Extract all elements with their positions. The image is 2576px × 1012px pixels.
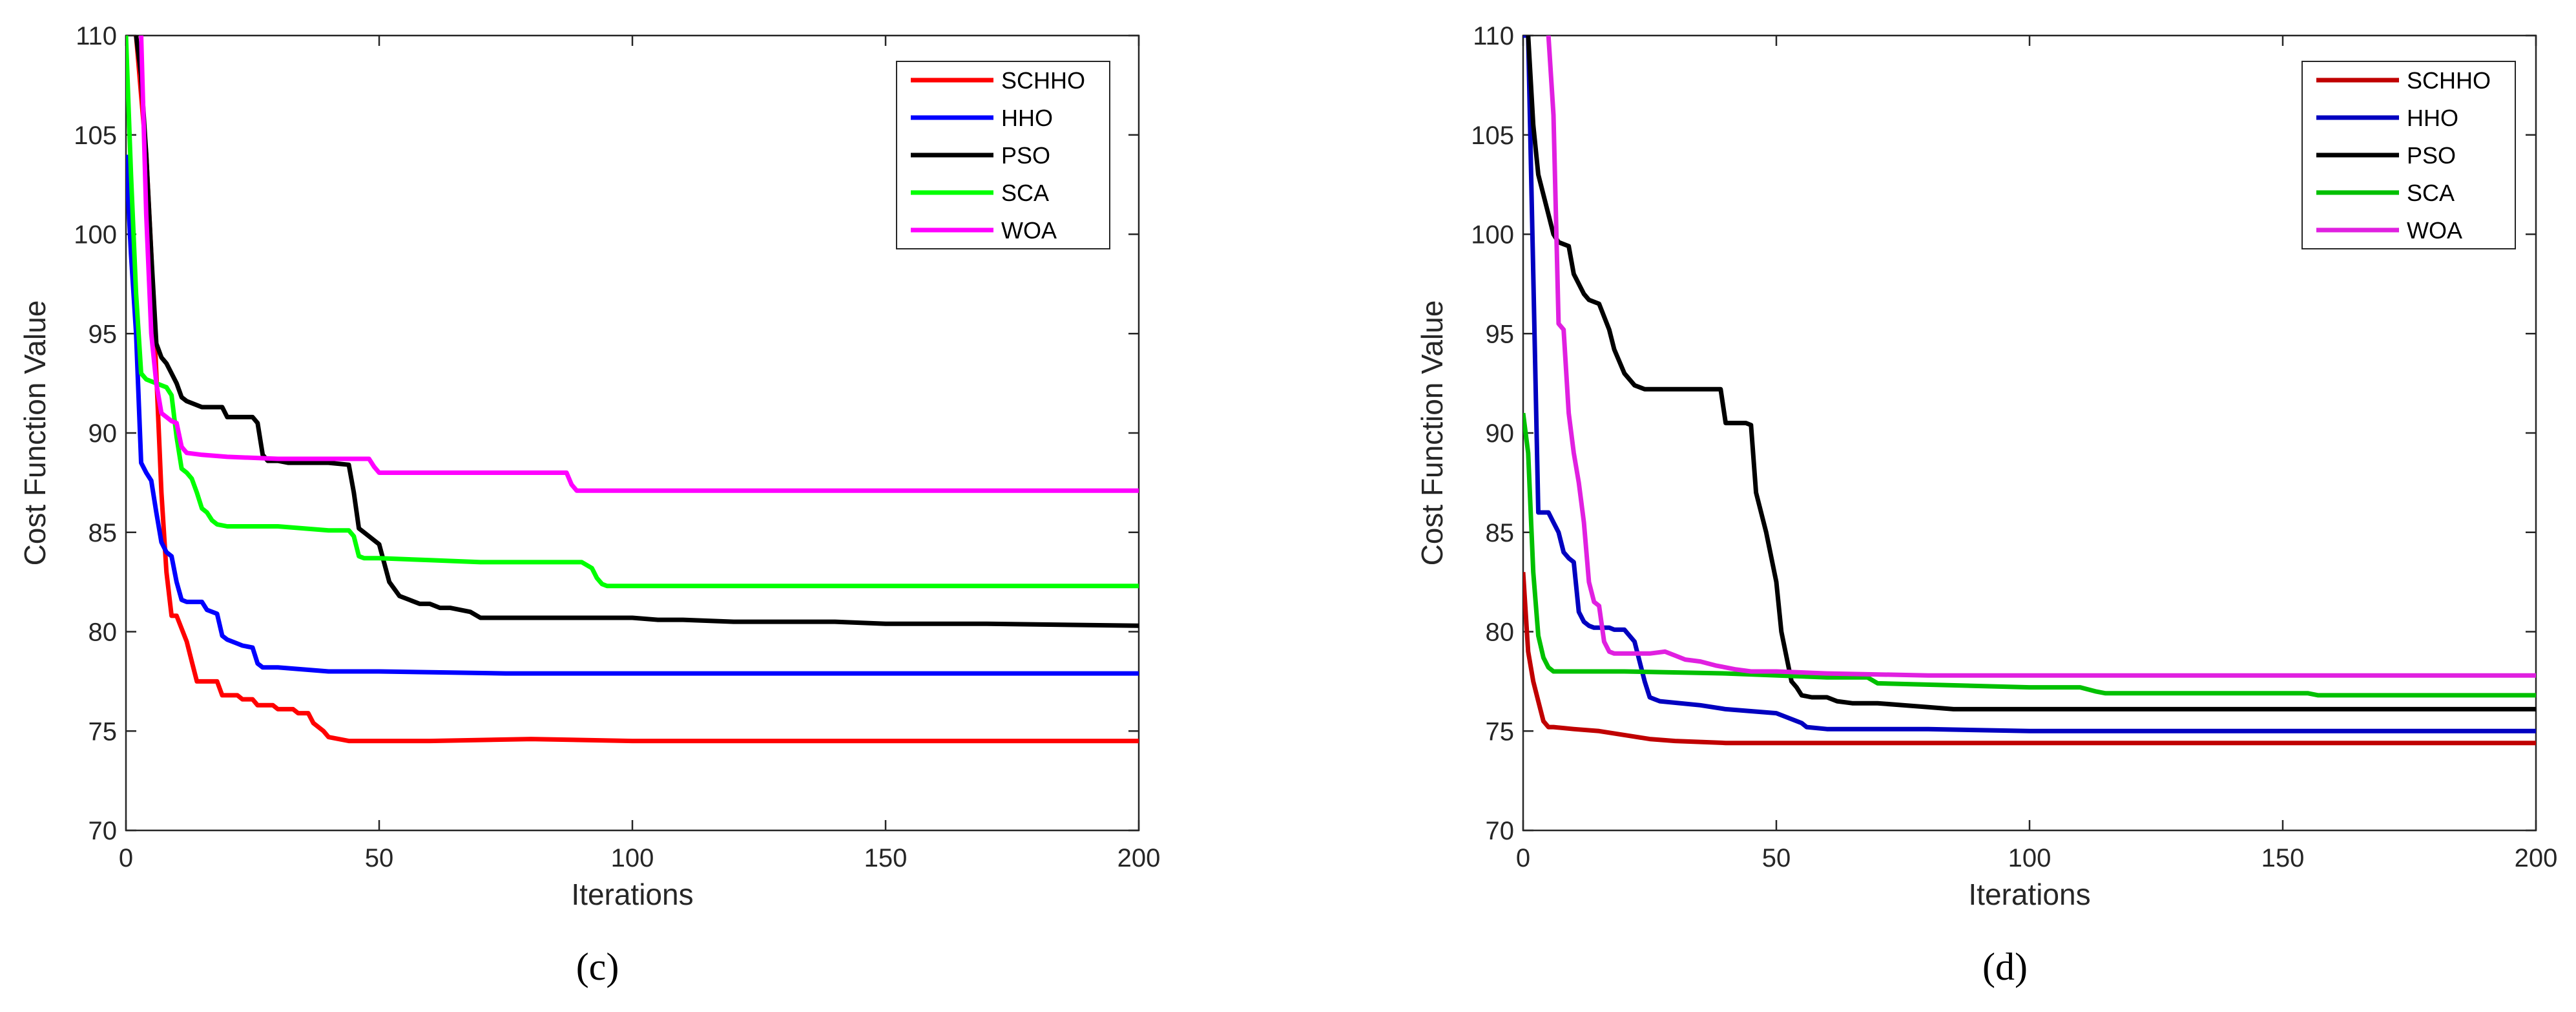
y-tick-label: 85 <box>88 519 118 547</box>
y-tick-label: 80 <box>88 618 118 647</box>
series-line-woa <box>139 36 1139 493</box>
chart-panel-c: 70 75 80 85 90 95 100 105 110 0 50 100 150 200 Iterati… <box>18 22 1161 988</box>
chart-panel-d: 70 75 80 85 90 95 100 105 110 0 50 100 150 200 Iterati… <box>1288 0 2576 1012</box>
legend-label-hho: HHO <box>2407 105 2458 131</box>
x-tick-label: 150 <box>2261 844 2305 872</box>
y-tick-label: 110 <box>1473 22 1514 50</box>
series-line-sca <box>126 36 1139 589</box>
series-line-pso <box>1526 36 2536 712</box>
series-line-sca <box>1523 412 2536 698</box>
y-tick-label: 110 <box>76 22 117 50</box>
legend-label-woa: WOA <box>1001 217 1057 244</box>
x-tick-label: 200 <box>1117 844 1161 872</box>
legend-label-hho: HHO <box>1001 105 1053 131</box>
series-line-schho <box>134 36 1139 744</box>
legend-label-pso: PSO <box>2407 142 2456 169</box>
series-line-schho <box>1523 572 2536 746</box>
y-tick-label: 75 <box>1486 717 1515 746</box>
x-tick-label: 50 <box>1762 844 1791 872</box>
figure-caption-d: (d) <box>1982 945 2028 988</box>
y-tick-label: 100 <box>1471 221 1514 249</box>
x-tick-label: 100 <box>611 844 654 872</box>
series-line-hho <box>126 154 1139 676</box>
y-tick-label: 70 <box>88 817 118 845</box>
series-line-hho <box>1523 36 2536 733</box>
y-tick-label: 105 <box>74 121 117 150</box>
series-line-pso <box>134 36 1139 628</box>
legend-label-sca: SCA <box>2407 180 2455 206</box>
legend-label-woa: WOA <box>2407 217 2462 244</box>
y-tick-label: 90 <box>88 419 118 448</box>
y-tick-label: 70 <box>1486 817 1515 845</box>
y-tick-label: 95 <box>88 320 118 348</box>
y-tick-label: 100 <box>74 221 117 249</box>
y-tick-label: 75 <box>88 717 118 746</box>
x-tick-label: 200 <box>2515 844 2558 872</box>
x-tick-label: 100 <box>2008 844 2051 872</box>
legend-label-schho: SCHHO <box>1001 67 1085 94</box>
legend-label-pso: PSO <box>1001 142 1050 169</box>
y-tick-label: 95 <box>1486 320 1515 348</box>
y-tick-label: 90 <box>1486 419 1515 448</box>
x-tick-label: 50 <box>365 844 394 872</box>
x-axis-title: Iterations <box>1968 878 2090 911</box>
x-axis-title: Iterations <box>571 878 693 911</box>
legend-label-schho: SCHHO <box>2407 67 2491 94</box>
convergence-chart-c: 70 75 80 85 90 95 100 105 110 0 50 100 150 200 Iterati… <box>18 22 1161 988</box>
series-line-woa <box>1546 36 2536 678</box>
figure-caption-c: (c) <box>576 945 619 988</box>
legend-label-sca: SCA <box>1001 180 1049 206</box>
x-tick-label: 0 <box>1516 844 1530 872</box>
y-tick-label: 85 <box>1486 519 1515 547</box>
y-tick-label: 80 <box>1486 618 1515 647</box>
x-tick-label: 150 <box>864 844 908 872</box>
convergence-chart-d: 70 75 80 85 90 95 100 105 110 0 50 100 150 200 Iterati… <box>1415 22 2558 988</box>
x-tick-label: 0 <box>119 844 133 872</box>
y-axis-title: Cost Function Value <box>1415 300 1449 566</box>
y-axis-title: Cost Function Value <box>18 300 52 566</box>
y-tick-label: 105 <box>1471 121 1514 150</box>
